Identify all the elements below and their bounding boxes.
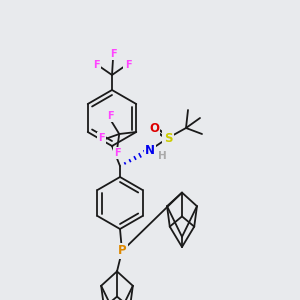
Text: S: S xyxy=(164,131,172,145)
Text: F: F xyxy=(110,49,116,59)
Text: F: F xyxy=(114,148,121,158)
Text: F: F xyxy=(107,111,114,121)
Text: P: P xyxy=(118,244,126,257)
Text: F: F xyxy=(125,60,131,70)
Text: O: O xyxy=(149,122,159,134)
Text: F: F xyxy=(98,133,105,143)
Text: N: N xyxy=(145,143,155,157)
Text: H: H xyxy=(158,151,166,161)
Text: F: F xyxy=(93,60,99,70)
